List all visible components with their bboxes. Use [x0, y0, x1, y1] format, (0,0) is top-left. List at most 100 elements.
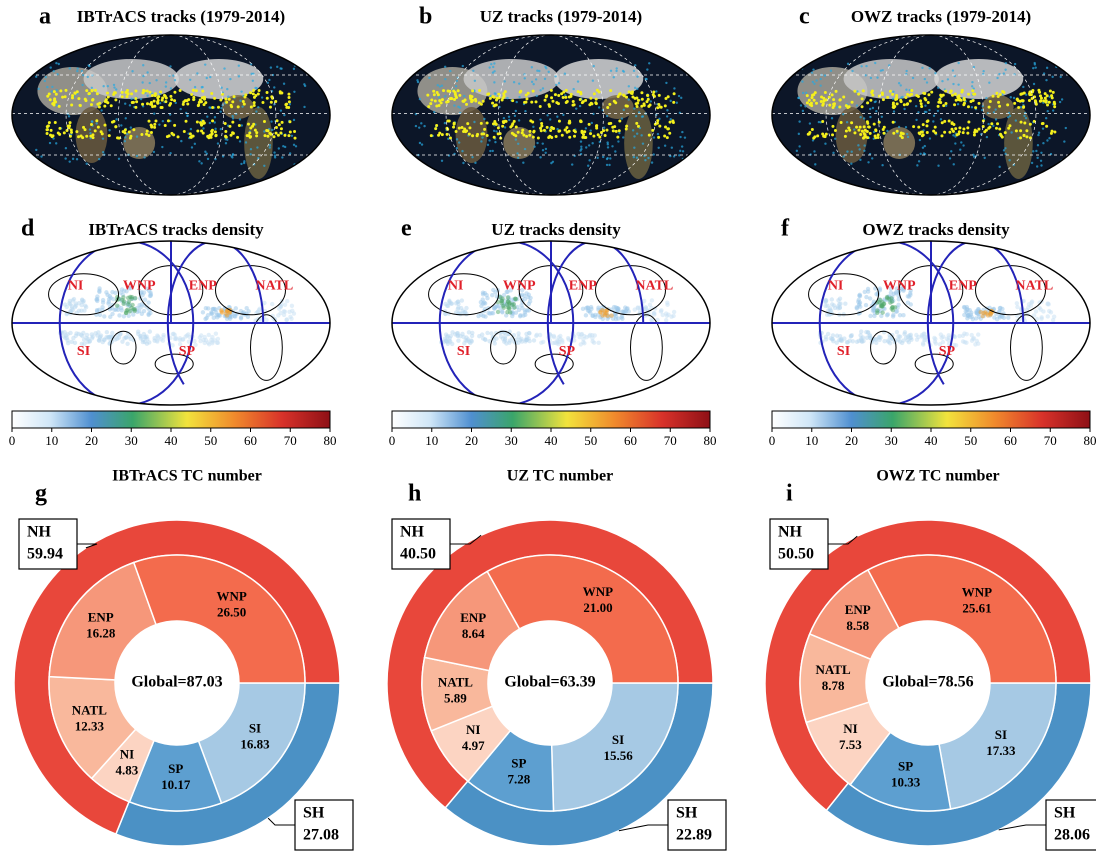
density-cell [609, 313, 613, 317]
track-point [419, 98, 421, 100]
density-cell [463, 310, 467, 314]
colorbar-tick-label: 40 [925, 433, 938, 448]
track-point [225, 142, 227, 144]
density-cell [142, 309, 146, 313]
genesis-point [595, 102, 598, 105]
segment-label: SP [898, 758, 913, 773]
density-cell [864, 295, 868, 299]
track-point [506, 97, 508, 99]
track-point [796, 150, 798, 152]
track-point [812, 81, 814, 83]
genesis-point [87, 92, 90, 95]
colorbar-tick-label: 30 [125, 433, 138, 448]
track-point [282, 145, 284, 147]
segment-value: 4.97 [462, 738, 485, 753]
density-cell [70, 306, 74, 310]
track-point [842, 155, 844, 157]
track-point [636, 75, 638, 77]
track-point [1040, 164, 1042, 166]
track-point [169, 152, 171, 154]
density-cell [905, 338, 909, 342]
genesis-point [441, 98, 444, 101]
genesis-point [861, 105, 864, 108]
track-point [640, 134, 642, 136]
genesis-point [944, 102, 947, 105]
density-cell [82, 308, 86, 312]
genesis-point [63, 131, 66, 134]
genesis-point [921, 134, 924, 137]
density-cell [871, 308, 875, 312]
callout-value: 28.06 [1054, 827, 1090, 844]
track-point [657, 147, 659, 149]
track-point [922, 146, 924, 148]
genesis-point [493, 96, 496, 99]
genesis-point [85, 89, 88, 92]
region-label: WNP [123, 278, 156, 293]
track-point [461, 150, 463, 152]
track-point [280, 109, 282, 111]
density-cell [880, 310, 884, 314]
genesis-point [1028, 99, 1031, 102]
genesis-point [248, 131, 251, 134]
track-point [456, 138, 458, 140]
genesis-point [1016, 98, 1019, 101]
genesis-point [458, 127, 461, 130]
track-point [928, 109, 930, 111]
track-point [508, 116, 510, 118]
track-point [863, 117, 865, 119]
track-point [580, 146, 582, 148]
genesis-point [954, 92, 957, 95]
genesis-point [96, 103, 99, 106]
track-point [934, 72, 936, 74]
track-point [984, 157, 986, 159]
genesis-point [543, 129, 546, 132]
track-point [539, 156, 541, 158]
center-label: Global=78.56 [882, 674, 973, 691]
density-cell [493, 290, 497, 294]
genesis-point [426, 94, 429, 97]
track-point [898, 126, 900, 128]
genesis-point [1046, 94, 1049, 97]
genesis-point [452, 89, 455, 92]
track-point [588, 144, 590, 146]
genesis-point [940, 134, 943, 137]
genesis-point [173, 124, 176, 127]
track-point [937, 110, 939, 112]
genesis-point [199, 121, 202, 124]
track-point [952, 134, 954, 136]
track-point [532, 126, 534, 128]
panel-letter: c [799, 4, 810, 30]
genesis-point [906, 103, 909, 106]
genesis-point [285, 103, 288, 106]
track-point [270, 120, 272, 122]
genesis-point [466, 122, 469, 125]
density-cell [603, 313, 607, 317]
track-point [867, 161, 869, 163]
genesis-point [828, 104, 831, 107]
track-point [670, 100, 672, 102]
genesis-point [211, 119, 214, 122]
genesis-point [214, 130, 217, 133]
density-cell [74, 303, 78, 307]
density-cell [79, 333, 83, 337]
track-point [490, 63, 492, 65]
density-cell [106, 301, 110, 305]
density-cell [823, 300, 827, 304]
genesis-point [515, 125, 518, 128]
genesis-point [502, 120, 505, 123]
genesis-point [1002, 91, 1005, 94]
genesis-point [70, 103, 73, 106]
density-cell [449, 301, 453, 305]
genesis-point [966, 126, 969, 129]
segment-label: NATL [815, 662, 850, 677]
genesis-point [608, 103, 611, 106]
genesis-point [881, 91, 884, 94]
genesis-point [1004, 131, 1007, 134]
track-point [1040, 152, 1042, 154]
genesis-point [270, 101, 273, 104]
genesis-point [525, 97, 528, 100]
region-label: ENP [189, 278, 217, 293]
genesis-point [454, 94, 457, 97]
genesis-point [580, 130, 583, 133]
genesis-point [1050, 132, 1053, 135]
